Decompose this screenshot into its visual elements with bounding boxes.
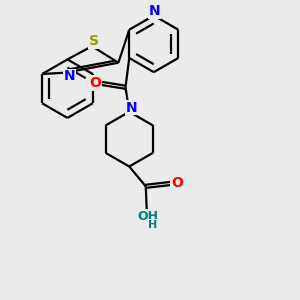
Text: H: H (148, 220, 158, 230)
Text: N: N (149, 4, 161, 18)
Text: N: N (64, 69, 75, 83)
Text: O: O (171, 176, 183, 190)
Text: N: N (125, 100, 137, 115)
Text: S: S (89, 34, 99, 49)
Text: O: O (89, 76, 101, 90)
Text: OH: OH (137, 210, 158, 223)
